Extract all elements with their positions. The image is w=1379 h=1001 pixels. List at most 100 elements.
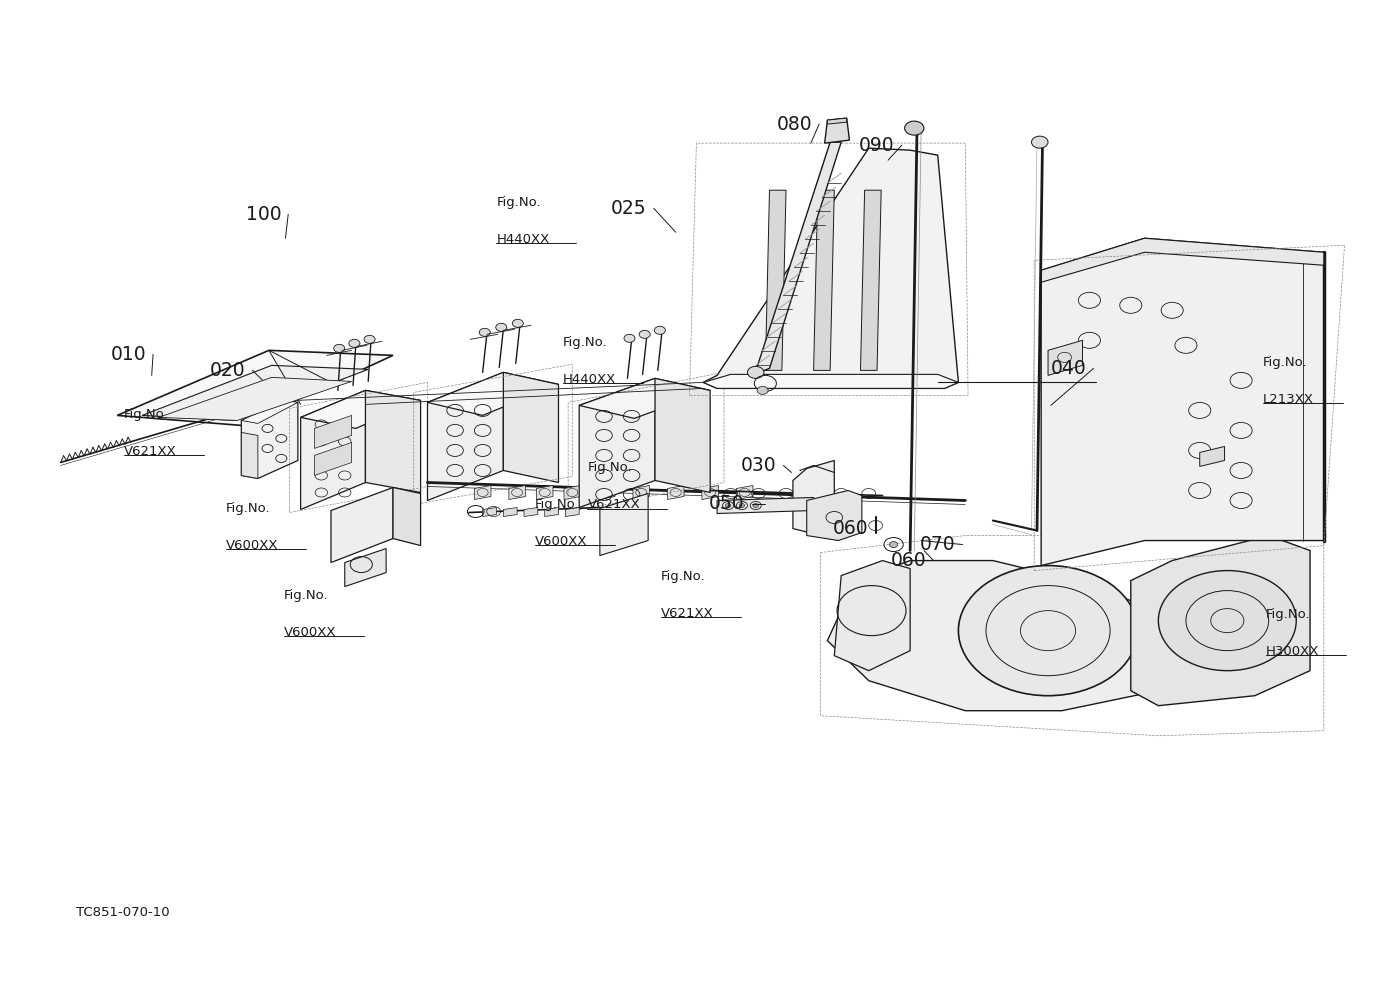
Circle shape	[623, 334, 634, 342]
Text: 025: 025	[611, 199, 647, 217]
Text: L213XX: L213XX	[1263, 393, 1314, 406]
Polygon shape	[564, 485, 581, 499]
Text: V621XX: V621XX	[661, 607, 713, 620]
Polygon shape	[159, 377, 352, 420]
Polygon shape	[807, 490, 862, 541]
Polygon shape	[545, 508, 558, 517]
Text: Fig.No.: Fig.No.	[587, 461, 632, 474]
Polygon shape	[483, 508, 496, 517]
Polygon shape	[301, 390, 421, 428]
Text: 070: 070	[920, 536, 956, 554]
Circle shape	[513, 319, 523, 327]
Polygon shape	[1041, 238, 1324, 282]
Polygon shape	[793, 460, 834, 536]
Circle shape	[739, 504, 745, 508]
Polygon shape	[1041, 238, 1324, 566]
Text: 040: 040	[1051, 359, 1087, 377]
Circle shape	[725, 504, 731, 508]
Text: V621XX: V621XX	[124, 445, 177, 458]
Text: Fig.No.: Fig.No.	[284, 589, 328, 602]
Polygon shape	[117, 350, 393, 425]
Polygon shape	[598, 485, 615, 499]
Polygon shape	[703, 148, 958, 388]
Text: 060: 060	[891, 552, 927, 570]
Polygon shape	[579, 378, 710, 418]
Polygon shape	[427, 372, 503, 500]
Circle shape	[638, 330, 650, 338]
Text: 050: 050	[709, 494, 745, 513]
Circle shape	[349, 339, 360, 347]
Text: TC851-070-10: TC851-070-10	[76, 906, 170, 919]
Polygon shape	[633, 485, 650, 499]
Text: H300XX: H300XX	[1266, 645, 1320, 658]
Text: V621XX: V621XX	[587, 498, 640, 512]
Circle shape	[1031, 136, 1048, 148]
Polygon shape	[241, 400, 298, 423]
Text: Fig.No.: Fig.No.	[535, 497, 579, 511]
Polygon shape	[474, 485, 491, 499]
Polygon shape	[765, 190, 786, 370]
Polygon shape	[1200, 446, 1225, 466]
Polygon shape	[702, 485, 718, 499]
Polygon shape	[365, 390, 421, 492]
Polygon shape	[703, 374, 958, 388]
Polygon shape	[565, 508, 579, 517]
Text: 080: 080	[776, 115, 812, 133]
Circle shape	[905, 121, 924, 135]
Text: V600XX: V600XX	[284, 626, 336, 639]
Circle shape	[753, 504, 758, 508]
Polygon shape	[241, 400, 298, 478]
Polygon shape	[827, 118, 847, 124]
Polygon shape	[667, 485, 684, 499]
Text: Fig.No.: Fig.No.	[496, 196, 541, 209]
Polygon shape	[825, 118, 849, 143]
Text: 100: 100	[245, 205, 281, 223]
Text: 090: 090	[859, 136, 895, 154]
Polygon shape	[717, 497, 814, 514]
Text: Fig.No.: Fig.No.	[1263, 356, 1307, 369]
Polygon shape	[241, 432, 258, 478]
Polygon shape	[860, 190, 881, 370]
Circle shape	[889, 542, 898, 548]
Polygon shape	[814, 190, 834, 370]
Text: H440XX: H440XX	[563, 373, 616, 386]
Circle shape	[757, 386, 768, 394]
Polygon shape	[314, 415, 352, 448]
Polygon shape	[600, 493, 648, 556]
Text: Fig.No.: Fig.No.	[226, 502, 270, 515]
Polygon shape	[827, 556, 1241, 711]
Circle shape	[334, 344, 345, 352]
Text: 030: 030	[741, 456, 776, 474]
Circle shape	[479, 328, 490, 336]
Polygon shape	[524, 508, 538, 517]
Polygon shape	[752, 142, 841, 375]
Polygon shape	[1131, 536, 1310, 706]
Text: 010: 010	[110, 345, 146, 363]
Polygon shape	[509, 485, 525, 499]
Polygon shape	[427, 372, 558, 415]
Polygon shape	[834, 561, 910, 671]
Circle shape	[247, 399, 261, 409]
Polygon shape	[345, 549, 386, 587]
Polygon shape	[314, 442, 352, 475]
Text: V600XX: V600XX	[226, 539, 279, 552]
Text: V600XX: V600XX	[535, 535, 587, 548]
Polygon shape	[503, 508, 517, 517]
Circle shape	[1158, 571, 1296, 671]
Text: Fig.No.: Fig.No.	[661, 570, 705, 583]
Polygon shape	[655, 378, 710, 492]
Text: Fig.No.: Fig.No.	[1266, 608, 1310, 621]
Polygon shape	[393, 487, 421, 546]
Polygon shape	[536, 485, 553, 499]
Circle shape	[958, 566, 1138, 696]
Polygon shape	[503, 372, 558, 482]
Text: Fig.No.: Fig.No.	[563, 336, 607, 349]
Polygon shape	[301, 390, 365, 510]
Text: Fig.No.: Fig.No.	[124, 408, 168, 421]
Polygon shape	[579, 378, 655, 508]
Circle shape	[364, 335, 375, 343]
Circle shape	[495, 323, 506, 331]
Text: H440XX: H440XX	[496, 233, 550, 246]
Circle shape	[654, 326, 665, 334]
Text: 060: 060	[833, 520, 869, 538]
